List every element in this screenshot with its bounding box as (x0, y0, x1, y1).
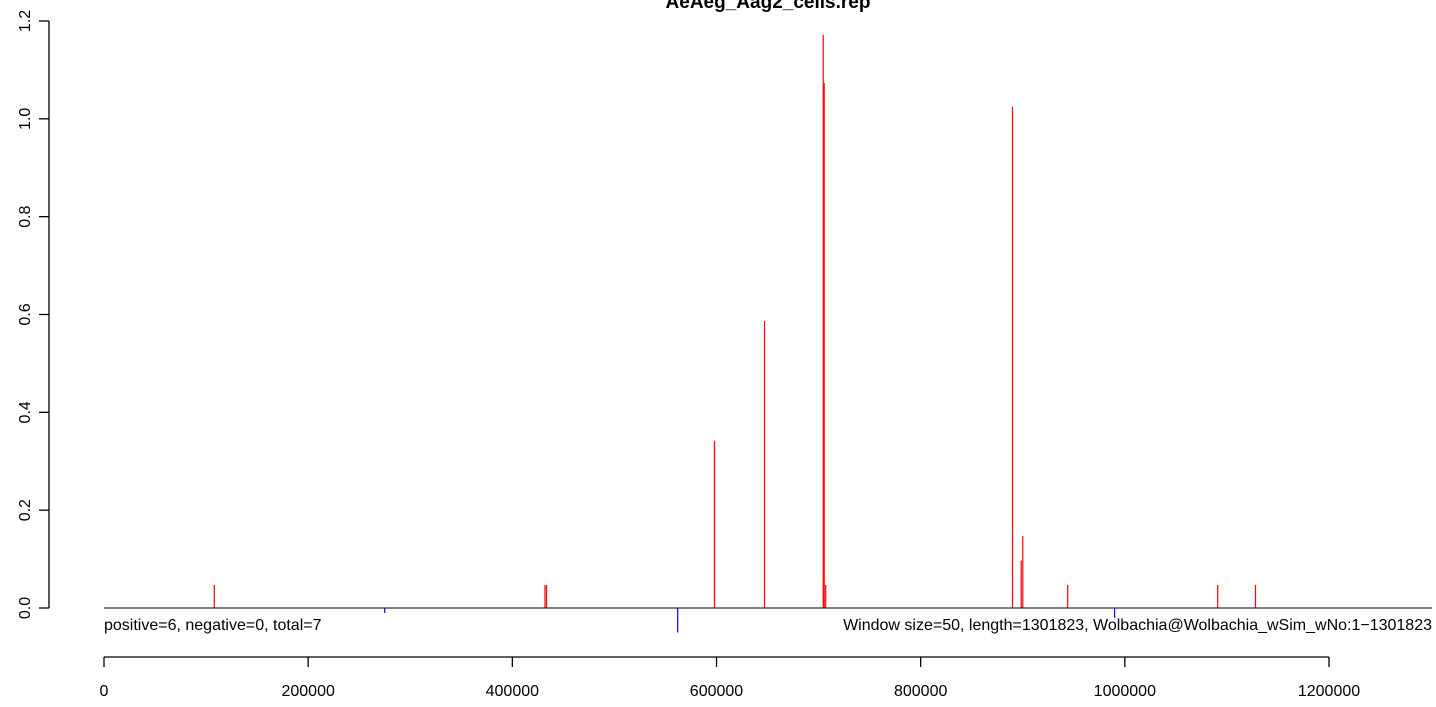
x-tick-label-6: 1200000 (1298, 683, 1360, 700)
window-info-label: Window size=50, length=1301823, Wolbachi… (843, 617, 1432, 634)
y-tick-label-2: 0.4 (17, 401, 34, 423)
y-tick-label-5: 1.0 (17, 108, 34, 130)
x-tick-label-5: 1000000 (1094, 683, 1156, 700)
x-tick-label-0: 0 (100, 683, 109, 700)
chart-marks (213, 34, 1257, 633)
x-tick-label-3: 600000 (690, 683, 743, 700)
x-tick-label-4: 800000 (894, 683, 947, 700)
chart-title: AeAeg_Aag2_cells.rep (666, 0, 871, 13)
x-axis: 0 200000 400000 600000 800000 1000000 1200000 (100, 656, 1360, 700)
y-tick-label-0: 0.0 (17, 597, 34, 619)
y-tick-label-4: 0.8 (17, 205, 34, 227)
y-tick-label-3: 0.6 (17, 303, 34, 325)
y-tick-label-1: 0.2 (17, 499, 34, 521)
summary-counts-label: positive=6, negative=0, total=7 (104, 617, 322, 634)
y-tick-label-6: 1.2 (17, 10, 34, 32)
x-tick-label-1: 200000 (281, 683, 334, 700)
x-tick-label-2: 400000 (486, 683, 539, 700)
y-axis: 0.0 0.2 0.4 0.6 0.8 1.0 1.2 (17, 10, 50, 619)
